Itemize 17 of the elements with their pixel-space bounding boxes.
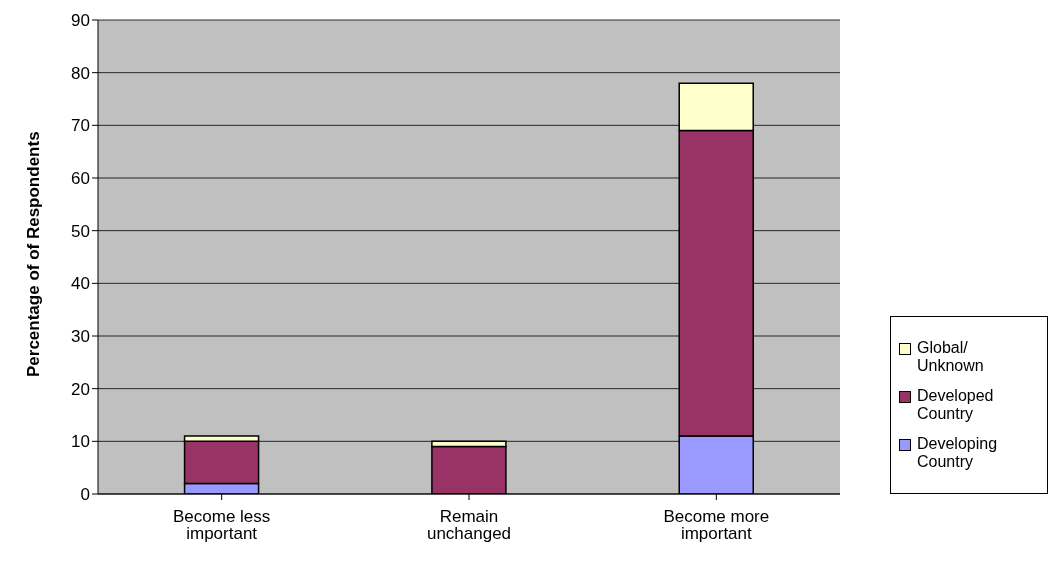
y-tick-label: 70 <box>71 116 90 136</box>
y-tick-label: 10 <box>71 432 90 452</box>
y-tick-label: 20 <box>71 379 90 399</box>
y-tick-label: 30 <box>71 327 90 347</box>
legend-label: Developing Country <box>917 435 999 471</box>
x-tick-label: Become more important <box>663 507 770 544</box>
x-tick-label: Become less important <box>173 507 271 544</box>
y-tick-label: 40 <box>71 274 90 294</box>
y-tick-label: 60 <box>71 169 90 189</box>
y-tick-label: 80 <box>71 63 90 83</box>
y-tick-label: 50 <box>71 221 90 241</box>
legend-label: Developed Country <box>917 387 995 423</box>
y-tick-label: 0 <box>80 485 90 505</box>
y-axis-title: Percentage of of Respondents <box>24 131 44 377</box>
legend-label: Global/ Unknown <box>917 339 985 375</box>
y-tick-label: 90 <box>71 11 90 31</box>
x-tick-label: Remain unchanged <box>426 507 512 544</box>
